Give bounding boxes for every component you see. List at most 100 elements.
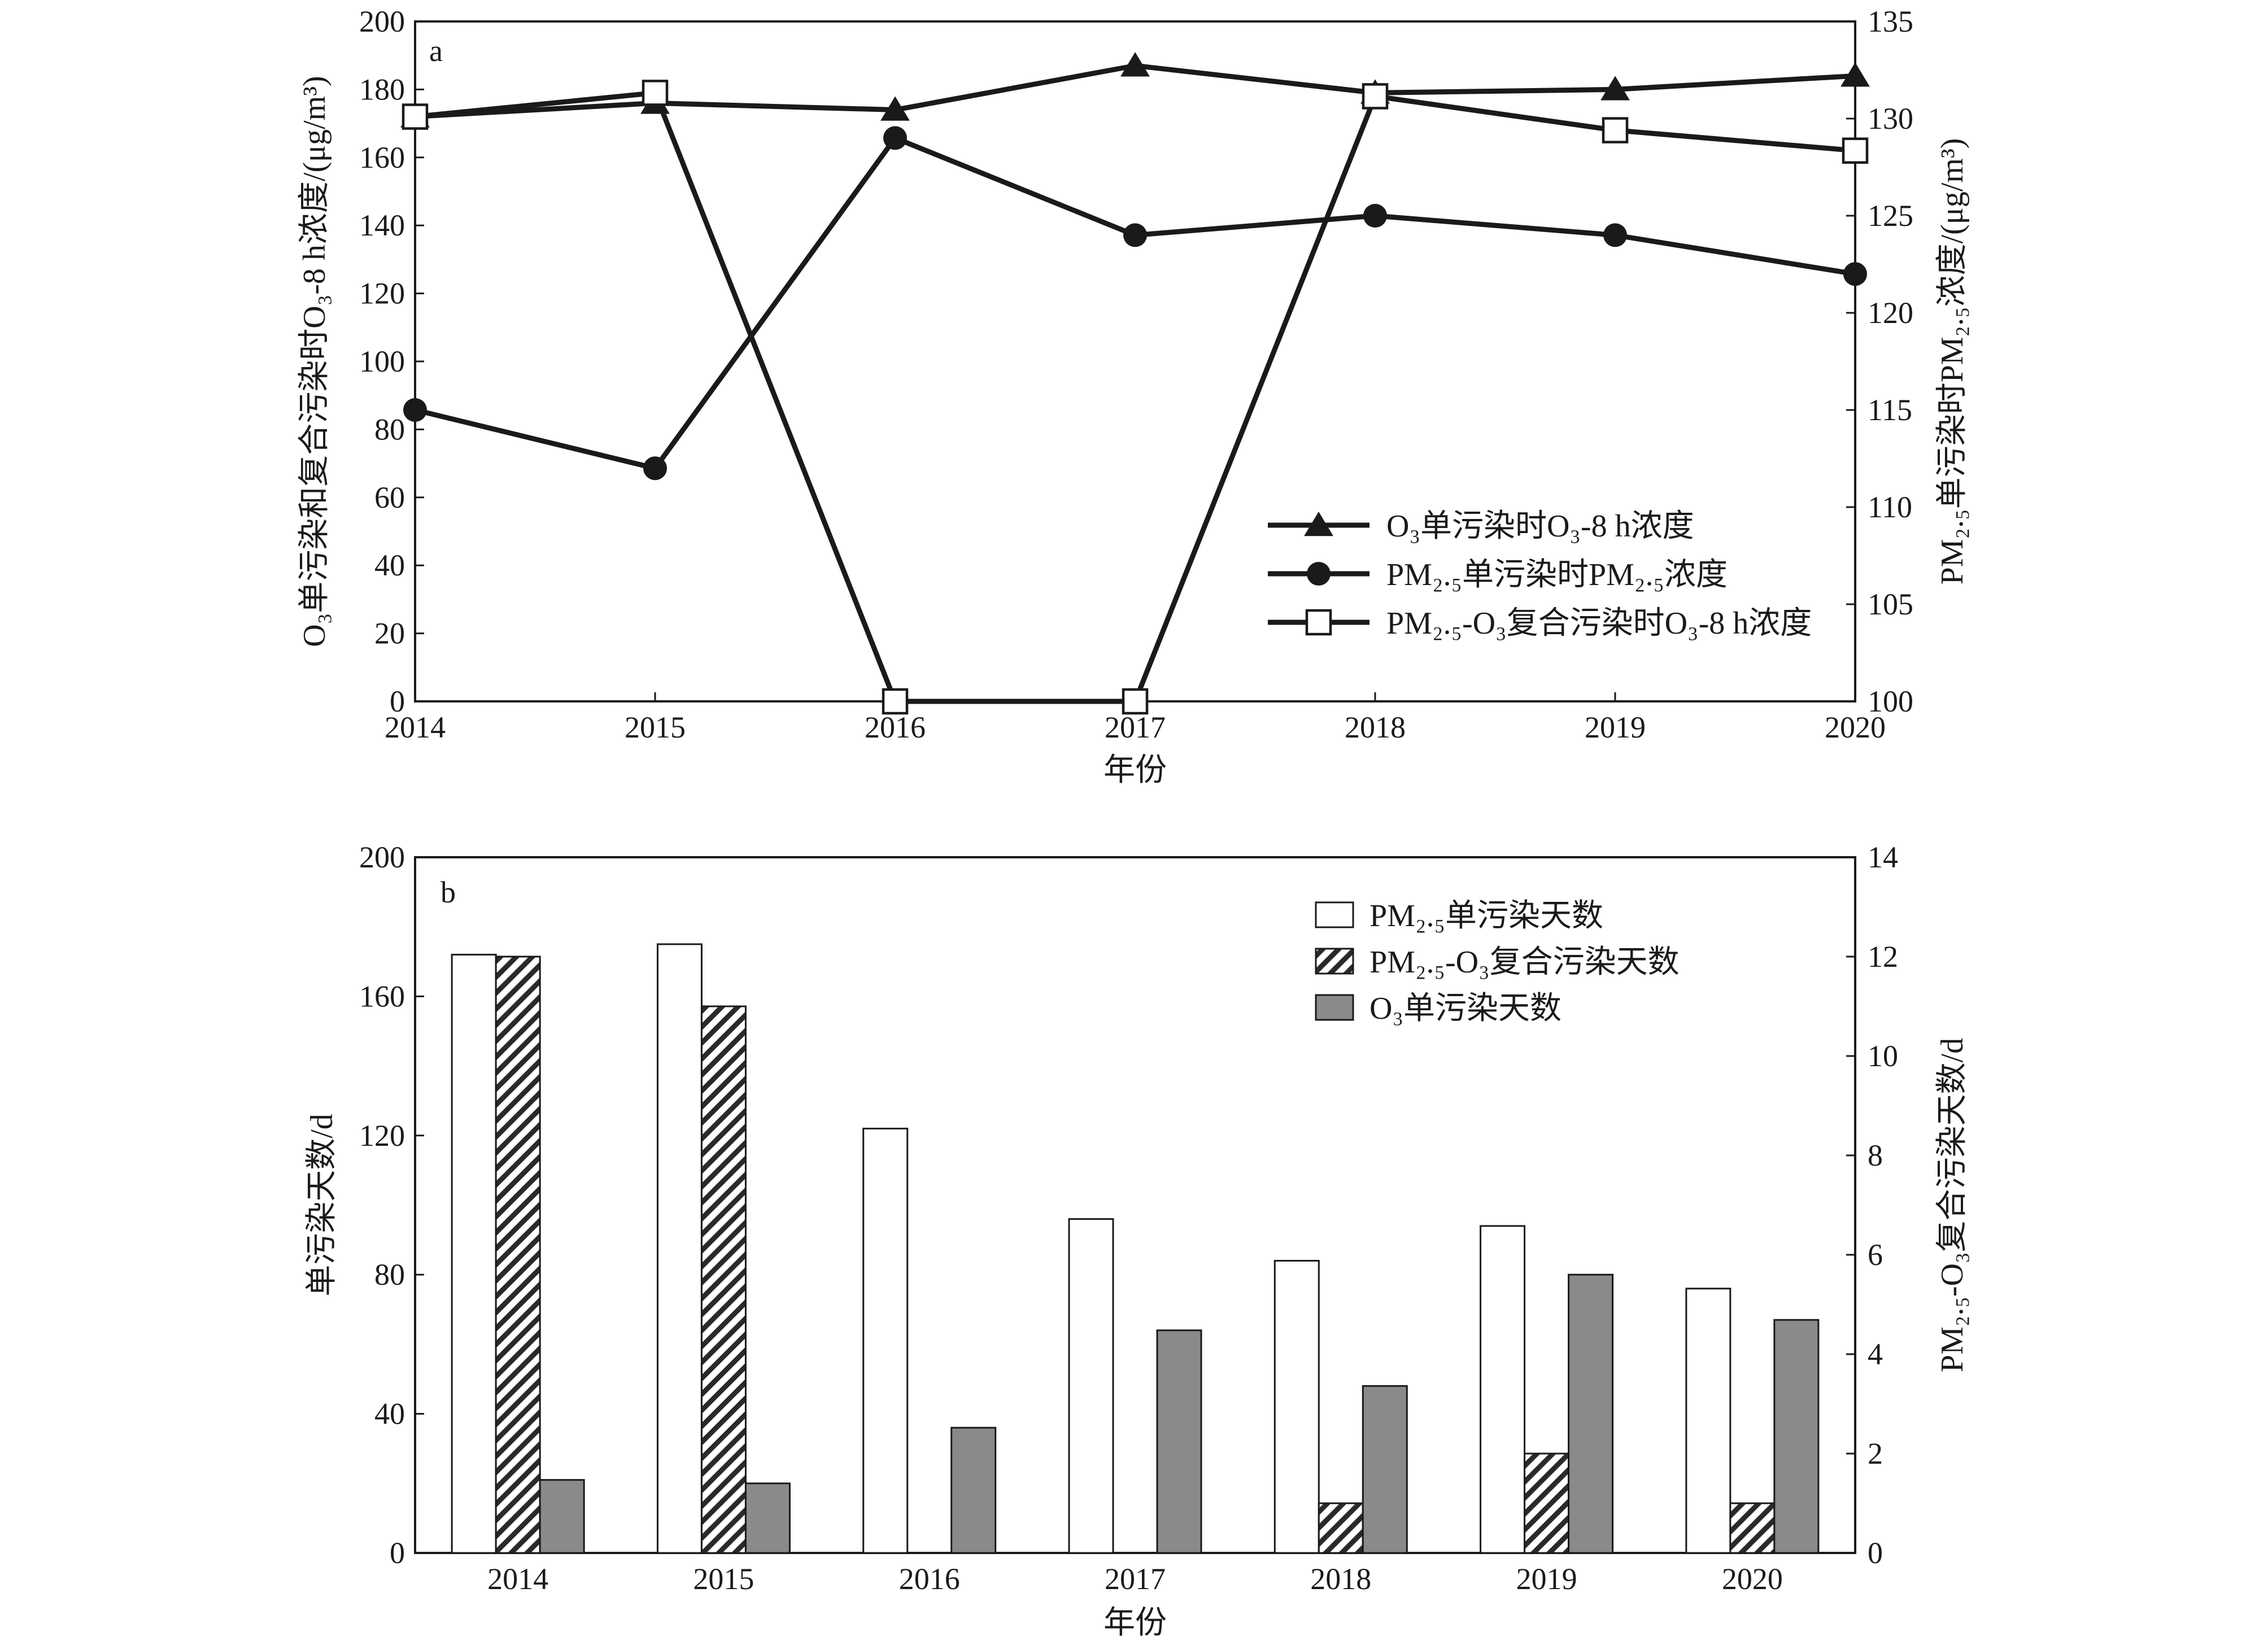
bar-compound-days — [1729, 1502, 1776, 1554]
data-point-o3-single — [1120, 52, 1150, 77]
data-point-compound-o3 — [1842, 137, 1869, 164]
panel-a-tag: a — [429, 34, 443, 68]
panel-a-right-tick-label: 130 — [1868, 102, 1913, 136]
legend-marker-pm25-single — [1307, 562, 1331, 586]
panel-b-left-tick-label: 200 — [359, 840, 405, 874]
panel-b-x-tick-label: 2019 — [1516, 1562, 1577, 1596]
data-point-pm25-single — [643, 456, 667, 481]
panel-a-right-tick-label: 105 — [1868, 587, 1913, 621]
panel-b-x-axis: 2014 2015 2016 2017 2018 2019 2020 — [487, 1562, 1783, 1596]
panel-a-left-tick-label: 180 — [359, 72, 405, 106]
panel-b-right-tick-label: 4 — [1868, 1337, 1883, 1371]
panel-b-x-tick-label: 2014 — [487, 1562, 548, 1596]
panel-a-x-tick-label: 2018 — [1345, 710, 1406, 744]
data-point-pm25-single — [1603, 223, 1627, 247]
data-point-compound-o3 — [402, 103, 429, 130]
legend-label-o3-single-days: O₃单污染天数 — [1369, 991, 1562, 1026]
panel-a-left-tick-label: 100 — [359, 344, 405, 378]
panel-b-left-tick-label: 80 — [374, 1258, 405, 1291]
panel-a-left-axis: 0 20 40 60 80 100 120 140 160 180 200 — [359, 5, 424, 718]
bar-pm25-single-days — [1480, 1225, 1526, 1554]
panel-a-right-tick-label: 100 — [1868, 684, 1913, 718]
bar-o3-single-days — [1773, 1319, 1820, 1554]
legend-label-compound-o3: PM₂.₅-O₃复合污染时O₃-8 h浓度 — [1386, 606, 1812, 641]
data-point-pm25-single — [1123, 223, 1147, 247]
panel-a-series-layer — [400, 52, 1870, 715]
panel-b-x-tick-label: 2020 — [1722, 1562, 1783, 1596]
panel-a-left-tick-label: 120 — [359, 277, 405, 311]
panel-a-right-tick-label: 115 — [1868, 393, 1912, 427]
panel-b-tag: b — [440, 875, 456, 909]
data-point-compound-o3 — [1602, 117, 1629, 143]
bar-pm25-single-days — [1273, 1260, 1320, 1554]
panel-b-bars-layer — [451, 943, 1820, 1554]
panel-b-x-tick-label: 2015 — [693, 1562, 754, 1596]
panel-a-left-tick-label: 80 — [374, 412, 405, 446]
panel-b-left-tick-label: 40 — [374, 1397, 405, 1431]
panel-a-x-axis-title: 年份 — [1104, 753, 1167, 788]
panel-b-x-tick-label: 2018 — [1310, 1562, 1371, 1596]
legend-label-pm25-single: PM₂.₅单污染时PM₂.₅浓度 — [1386, 557, 1728, 592]
panel-a-x-tick-label: 2016 — [865, 710, 926, 744]
panel-a-left-tick-label: 200 — [359, 5, 405, 38]
panel-b-left-tick-label: 0 — [390, 1536, 405, 1570]
series-line-pm25-single — [414, 135, 1856, 471]
bar-o3-single-days — [1156, 1329, 1202, 1554]
panel-b-right-tick-label: 14 — [1868, 840, 1898, 874]
panel-a-x-tick-label: 2015 — [625, 710, 686, 744]
bar-o3-single-days — [1362, 1385, 1408, 1554]
panel-b-right-tick-label: 12 — [1868, 940, 1898, 974]
data-point-compound-o3 — [1122, 688, 1149, 715]
panel-b-left-tick-label: 160 — [359, 979, 405, 1013]
panel-a-x-tick-label: 2017 — [1105, 710, 1166, 744]
data-point-compound-o3 — [642, 80, 669, 106]
panel-a-right-tick-label: 135 — [1868, 5, 1913, 38]
panel-b-right-axis: 0 2 4 6 8 10 12 14 — [1846, 840, 1898, 1570]
panel-b-left-axis: 0 40 80 120 160 200 — [359, 840, 424, 1570]
data-point-pm25-single — [1843, 262, 1867, 286]
panel-b-left-tick-label: 120 — [359, 1119, 405, 1153]
panel-a-x-axis: 2014 2015 2016 2017 2018 2019 2020 — [385, 692, 1886, 744]
legend-swatch-pm25-single-days — [1315, 901, 1354, 928]
legend-label-pm25-single-days: PM₂.₅单污染天数 — [1369, 898, 1603, 933]
panel-a-left-tick-label: 20 — [374, 617, 405, 651]
panel-a-legend: O₃单污染时O₃-8 h浓度 PM₂.₅单污染时PM₂.₅浓度 PM₂.₅-O₃复合… — [1268, 509, 1812, 641]
panel-b-plot-frame — [414, 856, 1856, 1554]
panel-a-left-tick-label: 60 — [374, 481, 405, 514]
panel-b-right-tick-label: 2 — [1868, 1437, 1883, 1471]
panel-b-right-tick-label: 0 — [1868, 1536, 1883, 1570]
bar-compound-days — [1524, 1452, 1570, 1554]
legend-swatch-compound-days — [1315, 948, 1354, 975]
panel-a-right-tick-label: 125 — [1868, 199, 1913, 233]
panel-a-right-tick-label: 110 — [1868, 490, 1912, 524]
bar-o3-single-days — [950, 1426, 997, 1554]
bar-o3-single-days — [539, 1479, 585, 1554]
panel-b-x-tick-label: 2017 — [1105, 1562, 1166, 1596]
panel-b-legend: PM₂.₅单污染天数 PM₂.₅-O₃复合污染天数 O₃单污染天数 — [1315, 898, 1680, 1026]
panel-a-left-axis-title: O₃单污染和复合污染时O₃-8 h浓度/(μg/m³) — [297, 76, 332, 647]
legend-marker-o3-single — [1304, 512, 1333, 536]
panel-a-right-tick-label: 120 — [1868, 296, 1913, 330]
panel-b-left-axis-title: 单污染天数/d — [304, 1114, 339, 1297]
panel-b-right-tick-label: 6 — [1868, 1238, 1883, 1272]
bar-compound-days — [1318, 1502, 1364, 1554]
legend-label-compound-days: PM₂.₅-O₃复合污染天数 — [1369, 945, 1680, 980]
panel-a-left-tick-label: 160 — [359, 141, 405, 174]
panel-b-right-axis-title: PM₂.₅-O₃复合污染天数/d — [1935, 1038, 1970, 1372]
panel-a-x-tick-label: 2019 — [1585, 710, 1646, 744]
data-point-pm25-single — [1363, 204, 1387, 228]
legend-label-o3-single: O₃单污染时O₃-8 h浓度 — [1386, 509, 1694, 544]
panel-b-right-tick-label: 10 — [1868, 1039, 1898, 1073]
panel-a-x-tick-label: 2014 — [385, 710, 446, 744]
legend-swatch-o3-single-days — [1315, 994, 1354, 1021]
data-point-compound-o3 — [1362, 83, 1389, 110]
panel-a-left-tick-label: 40 — [374, 548, 405, 582]
bar-pm25-single-days — [1685, 1288, 1731, 1554]
panel-a-left-tick-label: 0 — [390, 684, 405, 718]
bar-o3-single-days — [1568, 1273, 1614, 1554]
panel-a-plot-frame — [414, 20, 1856, 702]
bar-pm25-single-days — [1068, 1218, 1114, 1554]
